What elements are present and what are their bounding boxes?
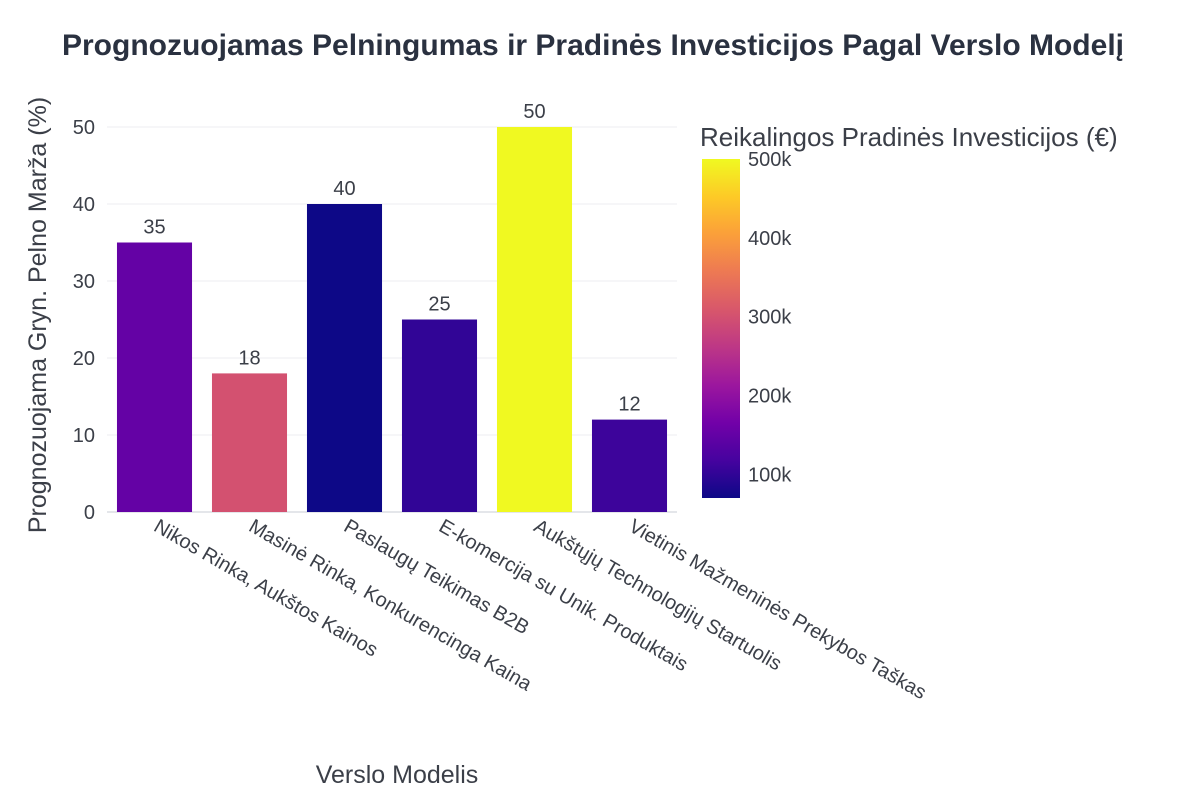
colorbar-ticks: 100k 200k 300k 400k 500k — [748, 149, 792, 486]
bar-value-label: 25 — [428, 294, 450, 316]
y-tick-label: 20 — [73, 348, 95, 370]
bar — [401, 319, 478, 512]
y-tick-label: 30 — [73, 271, 95, 293]
bar — [496, 127, 573, 512]
colorbar-title: Reikalingos Pradinės Investicijos (€) — [700, 122, 1118, 152]
bar-value-label: 18 — [238, 347, 260, 369]
bar — [116, 242, 193, 512]
bar-value-label: 12 — [618, 394, 640, 416]
bars — [116, 127, 668, 512]
gridlines — [107, 126, 677, 513]
colorbar-tick-label: 100k — [748, 464, 792, 486]
y-axis-title: Prognozuojama Gryn. Pelno Marža (%) — [24, 97, 52, 533]
x-axis-title: Verslo Modelis — [316, 761, 479, 789]
bar-value-label: 35 — [143, 217, 165, 239]
colorbar-tick-label: 300k — [748, 307, 792, 329]
bar — [591, 419, 668, 512]
bar-labels: 35 18 40 25 50 12 — [143, 101, 640, 416]
colorbar-tick-label: 200k — [748, 386, 792, 408]
y-tick-label: 40 — [73, 194, 95, 216]
bar-value-label: 40 — [333, 178, 355, 200]
y-tick-label: 10 — [73, 425, 95, 447]
y-axis-ticks: 0 10 20 30 40 50 — [73, 117, 95, 524]
y-tick-label: 0 — [84, 502, 95, 524]
chart-title: Prognozuojamas Pelningumas ir Pradinės I… — [62, 29, 1124, 62]
y-tick-label: 50 — [73, 117, 95, 139]
colorbar-tick-label: 400k — [748, 228, 792, 250]
colorbar — [702, 159, 740, 498]
bar — [306, 204, 383, 512]
colorbar-tick-label: 500k — [748, 149, 792, 171]
bar — [211, 373, 288, 512]
bar-value-label: 50 — [523, 101, 545, 123]
